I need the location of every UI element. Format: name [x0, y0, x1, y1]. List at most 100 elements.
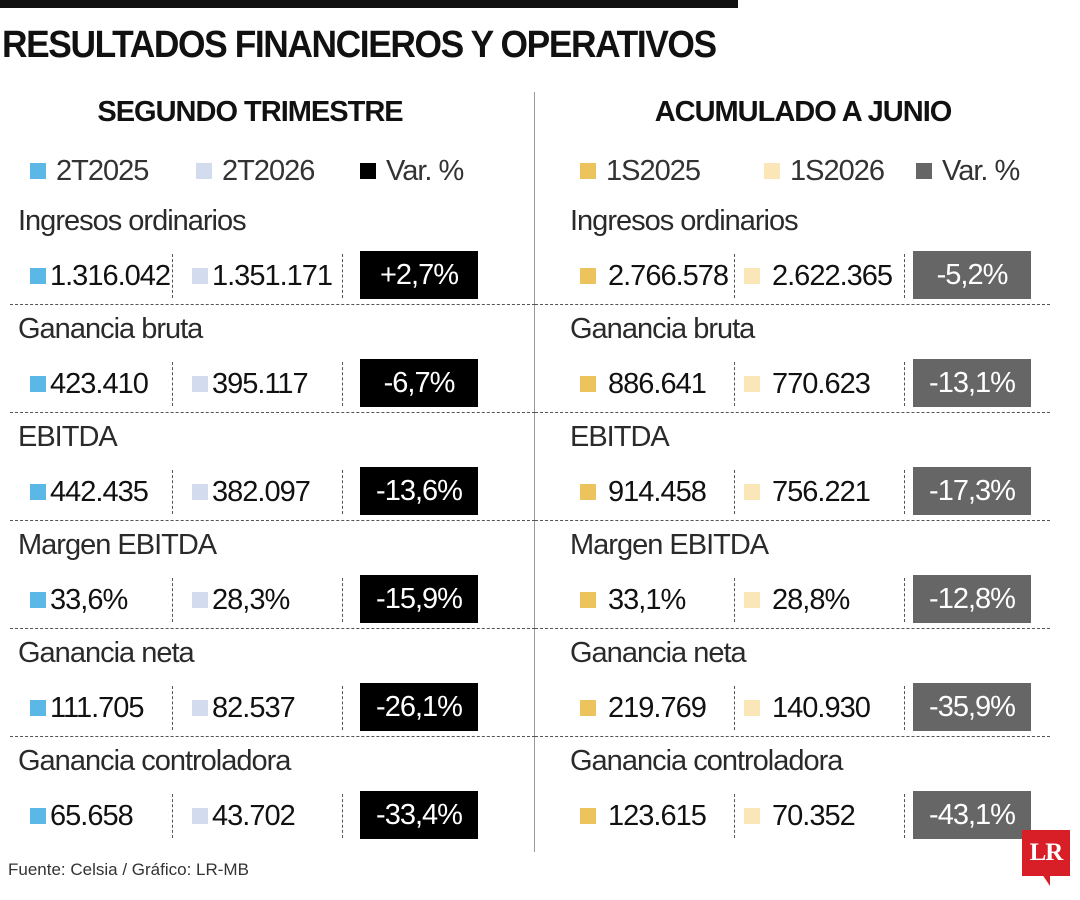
variation-badge: -12,8% [913, 575, 1031, 623]
value-swatch [30, 268, 46, 284]
legend-swatch [196, 163, 212, 179]
value-swatch [744, 376, 760, 392]
legend-item: 2T2026 [196, 154, 315, 188]
cell-separator [172, 254, 173, 298]
lr-logo-tail [1042, 874, 1050, 886]
row-label: Margen EBITDA [570, 529, 769, 561]
value-2026: 1.351.171 [192, 251, 333, 301]
value-2025: 111.705 [30, 683, 145, 733]
value-swatch [744, 592, 760, 608]
value-swatch [580, 808, 596, 824]
value-text: 123.615 [608, 799, 707, 832]
cell-separator [734, 362, 735, 406]
cell-separator [904, 686, 905, 730]
cell-separator [342, 794, 343, 838]
value-text: 382.097 [212, 475, 311, 508]
row-label: Ganancia controladora [18, 745, 291, 777]
value-swatch [580, 268, 596, 284]
value-swatch [192, 700, 208, 716]
value-2025: 219.769 [580, 683, 707, 733]
value-2025: 442.435 [30, 467, 149, 517]
value-2026: 28,3% [192, 575, 290, 625]
value-2026: 770.623 [744, 359, 871, 409]
panel-title: ACUMULADO A JUNIO [654, 96, 953, 128]
legend-item: Var. % [916, 154, 1020, 188]
cell-separator [734, 254, 735, 298]
value-swatch [192, 484, 208, 500]
value-text: 70.352 [772, 799, 856, 832]
row-label: Ganancia controladora [570, 745, 843, 777]
value-2026: 2.622.365 [744, 251, 893, 301]
value-text: 33,6% [50, 583, 128, 616]
panel-title: SEGUNDO TRIMESTRE [97, 96, 403, 128]
cell-separator [734, 578, 735, 622]
cell-separator [904, 470, 905, 514]
row-separator [10, 628, 535, 629]
value-swatch [580, 376, 596, 392]
legend-swatch [580, 163, 596, 179]
legend-swatch [764, 163, 780, 179]
value-2026: 82.537 [192, 683, 296, 733]
value-swatch [580, 484, 596, 500]
cell-separator [734, 686, 735, 730]
value-swatch [744, 808, 760, 824]
value-2026: 140.930 [744, 683, 871, 733]
value-text: 770.623 [772, 367, 871, 400]
legend-label: 2T2025 [56, 154, 149, 187]
value-swatch [192, 376, 208, 392]
row-separator [10, 520, 535, 521]
top-rule [0, 0, 738, 8]
row-separator [10, 736, 535, 737]
value-text: 33,1% [608, 583, 686, 616]
cell-separator [172, 470, 173, 514]
row-label: Ganancia neta [570, 637, 747, 669]
variation-badge: -13,1% [913, 359, 1031, 407]
row-label: Ganancia neta [18, 637, 195, 669]
value-text: 395.117 [212, 367, 309, 400]
cell-separator [342, 470, 343, 514]
row-separator [535, 304, 1050, 305]
column-divider [534, 92, 535, 852]
lr-logo: LR [1022, 830, 1070, 876]
variation-badge: -33,4% [360, 791, 478, 839]
value-text: 423.410 [50, 367, 149, 400]
value-2026: 756.221 [744, 467, 871, 517]
variation-badge: +2,7% [360, 251, 478, 299]
cell-separator [342, 362, 343, 406]
cell-separator [172, 686, 173, 730]
value-2025: 33,6% [30, 575, 128, 625]
value-swatch [30, 700, 46, 716]
variation-badge: -6,7% [360, 359, 478, 407]
legend-label: Var. % [386, 154, 464, 187]
value-2025: 123.615 [580, 791, 707, 841]
value-text: 756.221 [772, 475, 871, 508]
row-separator [535, 736, 1050, 737]
value-2026: 70.352 [744, 791, 856, 841]
row-separator [535, 628, 1050, 629]
cell-separator [904, 578, 905, 622]
cell-separator [904, 254, 905, 298]
row-label: Ganancia bruta [18, 313, 203, 345]
cell-separator [734, 794, 735, 838]
value-text: 219.769 [608, 691, 707, 724]
value-text: 2.766.578 [608, 259, 729, 292]
value-swatch [580, 592, 596, 608]
value-2026: 43.702 [192, 791, 296, 841]
value-swatch [30, 484, 46, 500]
cell-separator [342, 686, 343, 730]
value-2026: 382.097 [192, 467, 311, 517]
row-label: Ingresos ordinarios [570, 205, 799, 237]
value-text: 1.316.042 [50, 259, 171, 292]
value-2025: 914.458 [580, 467, 707, 517]
value-text: 914.458 [608, 475, 707, 508]
row-separator [10, 412, 535, 413]
legend-item: Var. % [360, 154, 464, 188]
variation-badge: -5,2% [913, 251, 1031, 299]
cell-separator [342, 578, 343, 622]
value-swatch [744, 700, 760, 716]
value-text: 111.705 [50, 691, 145, 724]
legend-swatch [30, 163, 46, 179]
row-label: EBITDA [18, 421, 118, 453]
value-text: 43.702 [212, 799, 296, 832]
row-separator [535, 412, 1050, 413]
